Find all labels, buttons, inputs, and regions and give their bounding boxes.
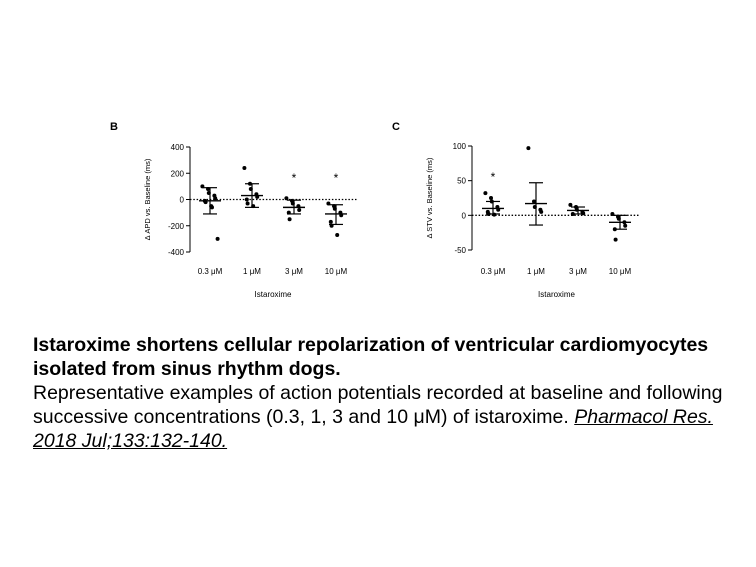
- data-point: [568, 202, 573, 207]
- x-tick-label: 3 μM: [285, 267, 303, 276]
- x-tick-label: 0.3 μM: [481, 267, 506, 276]
- y-tick-label: 0: [462, 211, 467, 220]
- data-point: [335, 232, 340, 237]
- y-tick-label: -200: [168, 222, 185, 231]
- y-tick-label: -400: [168, 248, 185, 257]
- data-point: [623, 223, 628, 228]
- citation-link[interactable]: Pharmacol Res. 2018 Jul;133:132-140.: [33, 406, 713, 452]
- chart-c-stv: 100 50 0 -50 Δ STV vs. Baseline (ms) 0.3 μM 1 …: [425, 142, 640, 299]
- y-axis-label: Δ APD vs. Baseline (ms): [143, 158, 152, 240]
- y-tick-label: 200: [171, 169, 185, 178]
- data-point: [539, 209, 544, 214]
- x-tick-label: 0.3 μM: [198, 267, 223, 276]
- y-tick-label: 400: [171, 143, 185, 152]
- x-axis-label: Istaroxime: [255, 290, 292, 299]
- data-point: [245, 201, 250, 206]
- data-point: [328, 219, 333, 224]
- data-point: [526, 146, 531, 151]
- caption-body: Representative examples of action potent…: [33, 382, 723, 428]
- y-tick-label: 100: [453, 142, 467, 151]
- data-point: [581, 211, 586, 216]
- data-point: [284, 196, 289, 201]
- data-point: [532, 199, 536, 204]
- y-axis-label: Δ STV vs. Baseline (ms): [425, 157, 434, 238]
- caption-title: Istaroxime shortens cellular repolarizat…: [33, 334, 709, 380]
- panel-b-letter: B: [110, 121, 118, 133]
- data-point: [297, 208, 302, 212]
- x-axis-label: Istaroxime: [538, 290, 575, 299]
- significance-marker: *: [334, 171, 339, 185]
- significance-marker: *: [491, 170, 496, 184]
- chart-b-apd: 400 200 0 -200 -400 Δ APD vs. Baseline (ms) 0.…: [143, 143, 358, 299]
- data-point: [244, 197, 249, 202]
- x-tick-label: 1 μM: [243, 267, 261, 276]
- data-point: [483, 191, 488, 196]
- figure-caption: Istaroxime shortens cellular repolarizat…: [33, 333, 743, 453]
- panel-c-letter: C: [392, 121, 400, 133]
- data-point: [287, 217, 292, 222]
- significance-marker: *: [292, 171, 297, 185]
- y-tick-label: 0: [180, 196, 185, 205]
- data-point: [215, 236, 220, 241]
- y-tick-label: 50: [457, 177, 466, 186]
- data-point: [489, 196, 493, 200]
- y-tick-label: -50: [454, 246, 466, 255]
- data-point: [213, 196, 218, 201]
- data-point: [210, 205, 214, 210]
- x-tick-label: 10 μM: [325, 267, 348, 276]
- data-point: [242, 166, 247, 170]
- data-point: [613, 237, 618, 242]
- x-tick-label: 10 μM: [609, 267, 632, 276]
- x-tick-label: 1 μM: [527, 267, 545, 276]
- x-tick-label: 3 μM: [569, 267, 587, 276]
